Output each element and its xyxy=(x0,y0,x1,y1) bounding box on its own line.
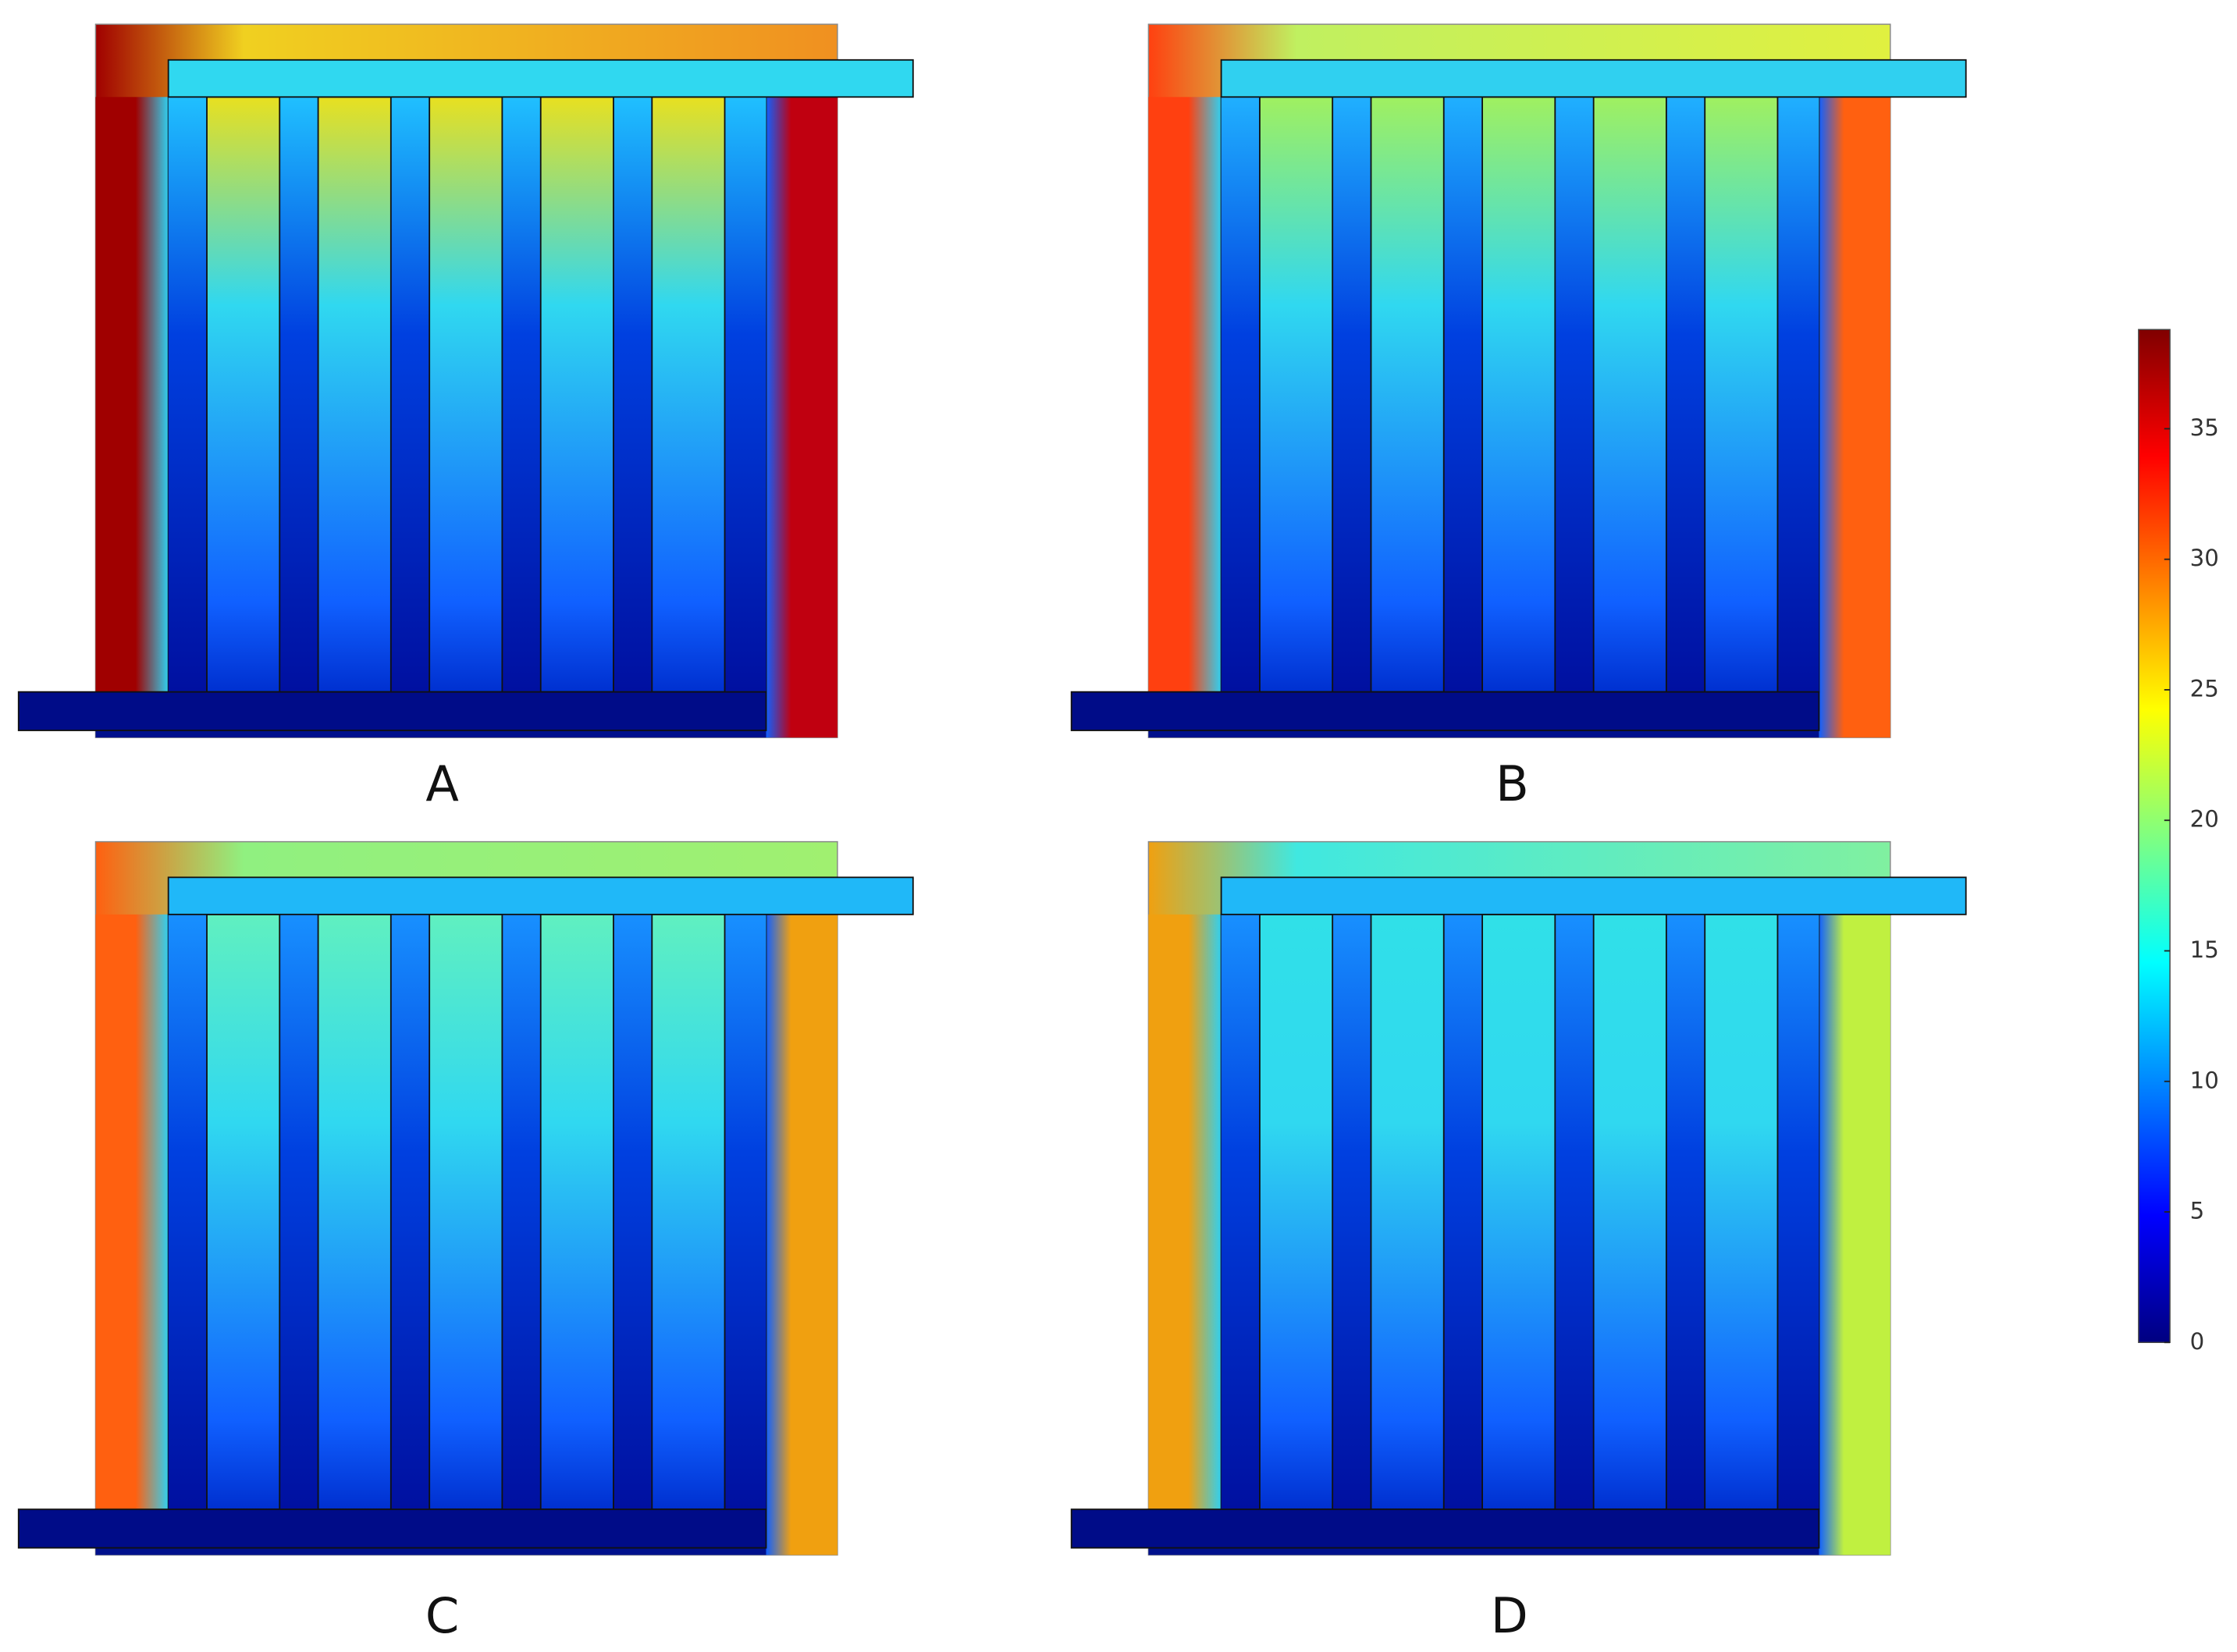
panel-label: A xyxy=(425,755,459,812)
channel xyxy=(1259,913,1334,1511)
bottom-bar xyxy=(17,1508,767,1549)
colorbar-tick-label: 35 xyxy=(2190,414,2219,441)
panel xyxy=(1070,840,1967,1556)
fin xyxy=(613,97,653,692)
colorbar-tick-label: 0 xyxy=(2190,1328,2205,1355)
channel xyxy=(1259,96,1334,693)
channel xyxy=(1704,96,1779,693)
channel xyxy=(1704,913,1779,1511)
channel xyxy=(429,913,503,1511)
colorbar-tick-label: 10 xyxy=(2190,1067,2219,1093)
fin xyxy=(502,914,541,1510)
channel xyxy=(1592,913,1667,1511)
panel-label: C xyxy=(425,1587,459,1644)
colorbar xyxy=(2138,329,2171,1344)
colorbar-tick-label: 30 xyxy=(2190,545,2219,571)
left-region xyxy=(1148,97,1222,692)
channel xyxy=(317,913,392,1511)
channel xyxy=(429,96,503,693)
fin xyxy=(1443,914,1483,1510)
colorbar-tick-label: 5 xyxy=(2190,1198,2205,1224)
fin xyxy=(1777,914,1819,1510)
fin xyxy=(613,914,653,1510)
channel xyxy=(1592,96,1667,693)
fin xyxy=(168,914,208,1510)
fin xyxy=(1332,97,1371,692)
right-region xyxy=(766,97,838,738)
channel xyxy=(206,96,281,693)
top-bar xyxy=(1220,59,1967,98)
fin xyxy=(1666,914,1705,1510)
colorbar-tick-label: 20 xyxy=(2190,806,2219,833)
fin xyxy=(1555,914,1594,1510)
fin xyxy=(1777,97,1819,692)
fin xyxy=(279,914,318,1510)
fin xyxy=(1221,97,1260,692)
top-bar xyxy=(1220,876,1967,915)
channel xyxy=(539,913,614,1511)
fin xyxy=(1332,914,1371,1510)
fin xyxy=(724,914,766,1510)
top-bar xyxy=(167,876,914,915)
channel xyxy=(317,96,392,693)
fin xyxy=(1555,97,1594,692)
panel xyxy=(17,23,914,738)
fin xyxy=(502,97,541,692)
top-bar xyxy=(167,59,914,98)
left-region xyxy=(95,914,169,1510)
bottom-bar xyxy=(1070,691,1820,731)
panel xyxy=(17,840,914,1556)
channel xyxy=(1370,96,1445,693)
channel xyxy=(1481,913,1556,1511)
fin xyxy=(390,97,430,692)
fin xyxy=(390,914,430,1510)
fin xyxy=(1443,97,1483,692)
fin xyxy=(1221,914,1260,1510)
panel xyxy=(1070,23,1967,738)
colorbar-tick-label: 25 xyxy=(2190,675,2219,702)
channel xyxy=(651,96,726,693)
channel xyxy=(1481,96,1556,693)
bottom-bar xyxy=(17,691,767,731)
right-region xyxy=(766,914,838,1555)
channel xyxy=(206,913,281,1511)
channel xyxy=(539,96,614,693)
panel-label: B xyxy=(1495,755,1529,812)
right-region xyxy=(1819,97,1890,738)
colorbar-tick-label: 15 xyxy=(2190,936,2219,963)
bottom-bar xyxy=(1070,1508,1820,1549)
fin xyxy=(1666,97,1705,692)
fin xyxy=(279,97,318,692)
channel xyxy=(651,913,726,1511)
fin xyxy=(168,97,208,692)
fin xyxy=(724,97,766,692)
left-region xyxy=(1148,914,1222,1510)
left-region xyxy=(95,97,169,692)
panel-label: D xyxy=(1491,1587,1528,1644)
channel xyxy=(1370,913,1445,1511)
right-region xyxy=(1819,914,1890,1555)
